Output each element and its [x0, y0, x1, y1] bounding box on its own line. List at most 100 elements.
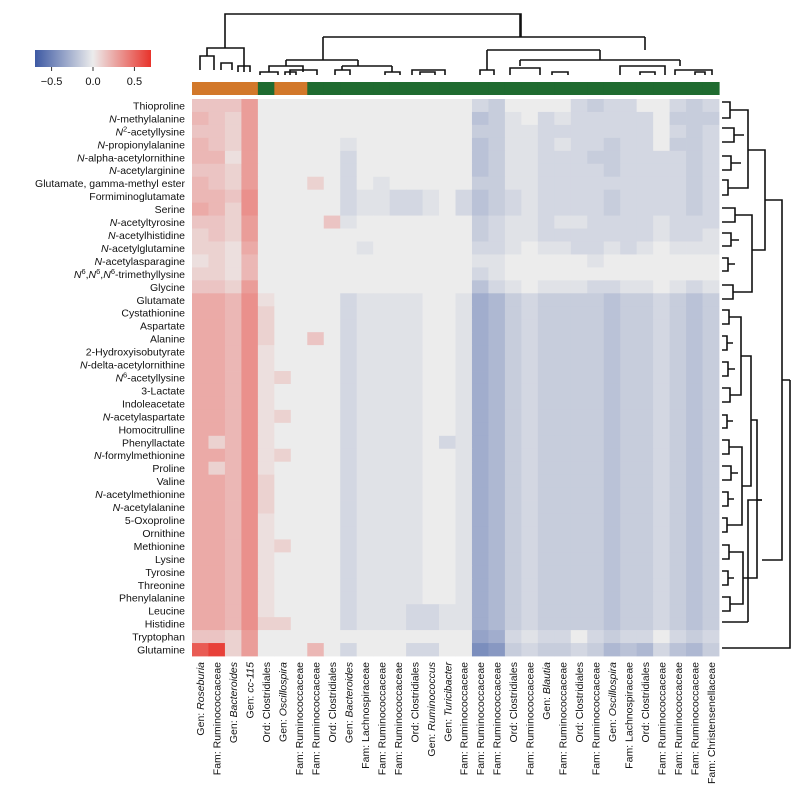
row-label: N-formylmethionine: [94, 450, 185, 462]
heatmap-cell: [570, 332, 588, 346]
heatmap-cell: [290, 306, 308, 320]
heatmap-cell: [274, 487, 292, 501]
heatmap-cell: [620, 345, 638, 359]
heatmap-cell: [208, 228, 226, 242]
heatmap-cell: [224, 539, 242, 553]
row-label: Threonine: [138, 580, 185, 592]
heatmap-cell: [570, 254, 588, 268]
heatmap-cell: [570, 163, 588, 178]
heatmap-cell: [504, 526, 522, 540]
heatmap-cell: [224, 474, 242, 489]
column-label: Gen: Oscillospira: [278, 662, 290, 742]
heatmap-cell: [389, 643, 407, 657]
label-segment: Homocitrulline: [118, 424, 185, 436]
colorbar-tick-label: 0.5: [127, 76, 142, 88]
heatmap-cell: [192, 358, 209, 372]
label-segment: Glutamate, gamma-methyl ester: [35, 178, 185, 190]
label-segment: 3-Lactate: [141, 385, 185, 397]
heatmap-cell: [208, 215, 226, 229]
heatmap-cell: [290, 409, 308, 424]
column-label: Ord: Clostridiales: [327, 662, 339, 743]
heatmap-cell: [257, 124, 275, 139]
heatmap-cell: [422, 306, 440, 320]
heatmap-cell: [488, 617, 506, 631]
heatmap-cell: [488, 591, 506, 605]
heatmap-cell: [669, 111, 687, 126]
heatmap-cell: [702, 163, 720, 178]
heatmap-cell: [389, 306, 407, 320]
heatmap-cell: [274, 150, 292, 165]
heatmap-cell: [356, 383, 374, 398]
heatmap-cell: [274, 513, 292, 527]
heatmap-cell: [636, 383, 654, 398]
heatmap-cell: [290, 539, 308, 553]
heatmap-cell: [702, 539, 720, 553]
heatmap-cell: [241, 124, 259, 139]
heatmap-cell: [603, 539, 621, 553]
heatmap-cell: [521, 448, 539, 463]
heatmap-cell: [192, 332, 209, 346]
heatmap-cell: [274, 99, 292, 113]
heatmap-cell: [224, 358, 242, 372]
heatmap-cell: [504, 137, 522, 152]
label-segment: N: [113, 502, 121, 514]
heatmap-cell: [257, 358, 275, 372]
row-label: Homocitrulline: [118, 424, 185, 436]
heatmap-cell: [257, 578, 275, 592]
heatmap-cell: [373, 552, 391, 566]
heatmap-cell: [521, 539, 539, 553]
heatmap-cell: [669, 189, 687, 204]
heatmap-cell: [356, 552, 374, 566]
heatmap-cell: [570, 202, 588, 216]
row-label: 5-Oxoproline: [125, 515, 185, 527]
heatmap-cell: [570, 526, 588, 540]
heatmap-cell: [356, 487, 374, 501]
heatmap-cell: [389, 228, 407, 242]
heatmap-cell: [192, 617, 209, 631]
heatmap-cell: [570, 565, 588, 579]
heatmap-cell: [356, 617, 374, 631]
heatmap-cell: [620, 280, 638, 294]
heatmap-cell: [274, 358, 292, 372]
heatmap-cell: [686, 345, 703, 359]
heatmap-cell: [373, 371, 391, 385]
heatmap-cell: [406, 241, 423, 255]
heatmap-cell: [439, 332, 456, 346]
heatmap-cell: [669, 293, 687, 307]
heatmap-cell: [488, 228, 506, 242]
heatmap-cell: [521, 228, 539, 242]
heatmap-cell: [603, 319, 621, 333]
heatmap-cell: [554, 99, 572, 113]
heatmap-cell: [224, 617, 242, 631]
heatmap-cell: [406, 630, 423, 644]
heatmap-cell: [439, 487, 456, 501]
heatmap-cell: [307, 345, 325, 359]
heatmap-cell: [323, 371, 341, 385]
heatmap-cell: [603, 513, 621, 527]
label-segment: Ruminococcus: [426, 661, 438, 731]
heatmap-cell: [192, 409, 209, 424]
heatmap-cell: [455, 383, 473, 398]
heatmap-cell: [636, 150, 654, 165]
heatmap-cell: [653, 474, 670, 489]
heatmap-cell: [669, 202, 687, 216]
heatmap-cell: [257, 565, 275, 579]
heatmap-cell: [373, 526, 391, 540]
label-segment: -trimethyllysine: [115, 269, 185, 281]
heatmap-cell: [257, 163, 275, 178]
heatmap-cell: [537, 215, 555, 229]
label-segment: -acetylhistidine: [116, 230, 186, 242]
heatmap-cell: [356, 241, 374, 255]
heatmap-cell: [488, 578, 506, 592]
heatmap-cell: [356, 513, 374, 527]
heatmap-cell: [504, 345, 522, 359]
heatmap-cell: [274, 371, 292, 385]
heatmap-cell: [521, 293, 539, 307]
heatmap-cell: [224, 435, 242, 450]
heatmap-cell: [554, 345, 572, 359]
label-segment: -propionylalanine: [105, 139, 185, 151]
heatmap-cell: [653, 215, 670, 229]
heatmap-cell: [224, 319, 242, 333]
heatmap-cell: [587, 487, 605, 501]
heatmap-cell: [488, 319, 506, 333]
